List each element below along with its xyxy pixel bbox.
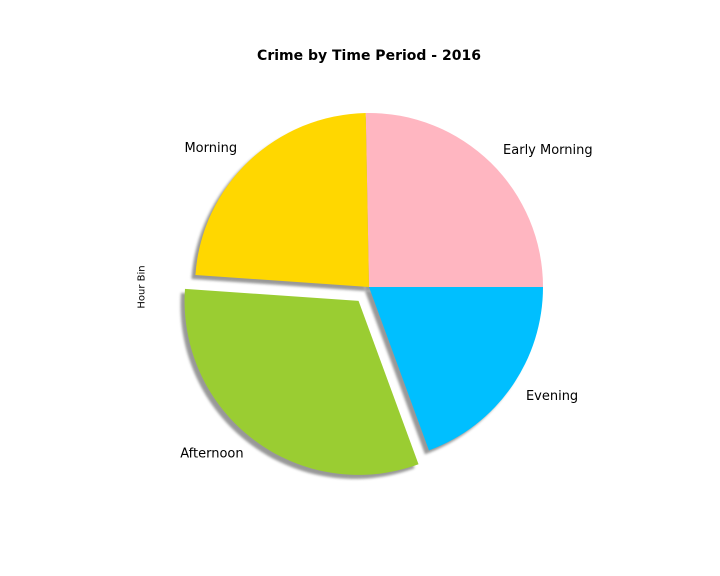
slice-label-early-morning: Early Morning: [503, 143, 593, 158]
slices: [184, 112, 543, 475]
chart-title: Crime by Time Period - 2016: [257, 48, 481, 64]
slice-label-afternoon: Afternoon: [180, 446, 243, 461]
slice-labels: Early Morning Morning Afternoon Evening: [180, 141, 592, 462]
slice-label-morning: Morning: [184, 141, 237, 156]
pie-slice-afternoon: [184, 288, 419, 475]
slice-label-evening: Evening: [526, 389, 578, 404]
pie-slice-early-morning: [365, 112, 543, 288]
pie-slice-evening: [369, 287, 543, 451]
pie-slice-morning: [195, 113, 369, 287]
